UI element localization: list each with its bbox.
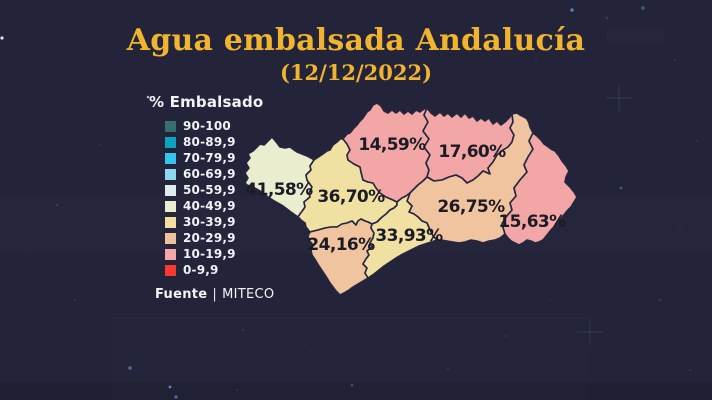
source-line: Fuente | MITECO: [155, 287, 274, 302]
legend-item-0: 90-100: [165, 119, 263, 133]
source-agency: MITECO: [222, 287, 275, 302]
province-value-cordoba: 14,59%: [358, 135, 426, 155]
source-label: Fuente: [155, 287, 208, 302]
legend-swatch: [165, 153, 176, 164]
province-labels: 41,58% 36,70% 14,59% 17,60% 26,75%15,63% 24,1…: [245, 135, 566, 255]
legend-bucket-label: 80-89,9: [183, 135, 236, 149]
legend-item-7: 20-29,9: [165, 231, 263, 245]
star-dot: [695, 139, 699, 143]
legend-bucket-label: 10-19,9: [183, 247, 236, 261]
star-dot: [399, 329, 401, 331]
legend: % Embalsado 90-100 80-89,9 70-79,9 60-69,9 5…: [149, 93, 263, 276]
star-dot: [619, 186, 623, 190]
star-dot: [146, 95, 150, 99]
legend-swatch: [165, 201, 176, 212]
legend-item-3: 60-69,9: [165, 167, 263, 181]
star-dot: [241, 328, 245, 332]
star-dot: [29, 249, 31, 251]
legend-item-5: 40-49,9: [165, 199, 263, 213]
background-panel: [0, 382, 712, 400]
star-dot: [673, 58, 677, 62]
star-dot: [55, 203, 59, 207]
legend-bucket-label: 0-9,9: [183, 263, 219, 277]
province-value-almeria: 15,63%: [498, 212, 566, 232]
star-dot: [570, 8, 574, 12]
legend-swatch: [165, 169, 176, 180]
page-subtitle: (12/12/2022): [279, 60, 433, 85]
legend-swatch: [165, 217, 176, 228]
legend-swatch: [165, 233, 176, 244]
legend-swatch: [165, 121, 176, 132]
legend-bucket-label: 90-100: [183, 119, 231, 133]
legend-bucket-label: 30-39,9: [183, 215, 236, 229]
star-dot: [688, 368, 692, 372]
star-dot: [174, 395, 178, 399]
star-dot: [446, 367, 450, 371]
star-dot: [304, 344, 306, 346]
province-value-granada: 26,75%: [437, 197, 505, 217]
legend-bucket-label: 70-79,9: [183, 151, 236, 165]
province-almeria: [501, 132, 578, 246]
star-dot: [0, 36, 4, 40]
star-dot: [679, 224, 681, 226]
star-dot: [658, 298, 662, 302]
province-value-jaen: 17,60%: [438, 142, 506, 162]
star-dot: [235, 388, 239, 392]
legend-swatch: [165, 249, 176, 260]
star-dot: [549, 299, 551, 301]
star-dot: [350, 383, 354, 387]
province-value-sevilla: 36,70%: [317, 187, 385, 207]
source-separator: |: [212, 287, 218, 302]
star-dot: [605, 16, 609, 20]
province-cadiz: [307, 218, 375, 296]
legend-item-2: 70-79,9: [165, 151, 263, 165]
province-shapes: [244, 102, 578, 296]
legend-swatch: [165, 265, 176, 276]
star-dot: [535, 56, 537, 58]
legend-swatch: [165, 137, 176, 148]
province-value-huelva: 41,58%: [245, 180, 313, 200]
legend-item-4: 50-59,9: [165, 183, 263, 197]
star-dot: [168, 385, 172, 389]
legend-bucket-label: 50-59,9: [183, 183, 236, 197]
legend-swatch: [165, 185, 176, 196]
legend-item-1: 80-89,9: [165, 135, 263, 149]
province-value-cadiz: 24,16%: [307, 235, 375, 255]
province-value-malaga: 33,93%: [375, 226, 443, 246]
legend-bucket-label: 20-29,9: [183, 231, 236, 245]
province-malaga: [362, 192, 438, 279]
legend-item-8: 10-19,9: [165, 247, 263, 261]
legend-bucket-label: 60-69,9: [183, 167, 236, 181]
star-dot: [641, 6, 645, 10]
star-dot: [73, 298, 77, 302]
legend-item-9: 0-9,9: [165, 263, 263, 277]
star-dot: [99, 144, 101, 146]
legend-title: % Embalsado: [149, 93, 264, 111]
legend-item-6: 30-39,9: [165, 215, 263, 229]
legend-bucket-label: 40-49,9: [183, 199, 236, 213]
legend-list: 90-100 80-89,9 70-79,9 60-69,9 50-59,9 40-49,…: [165, 119, 263, 277]
header: Agua embalsada Andalucía (12/12/2022): [0, 24, 712, 86]
page-title: Agua embalsada Andalucía: [126, 23, 586, 58]
star-dot: [128, 366, 132, 370]
star-dot: [504, 334, 508, 338]
